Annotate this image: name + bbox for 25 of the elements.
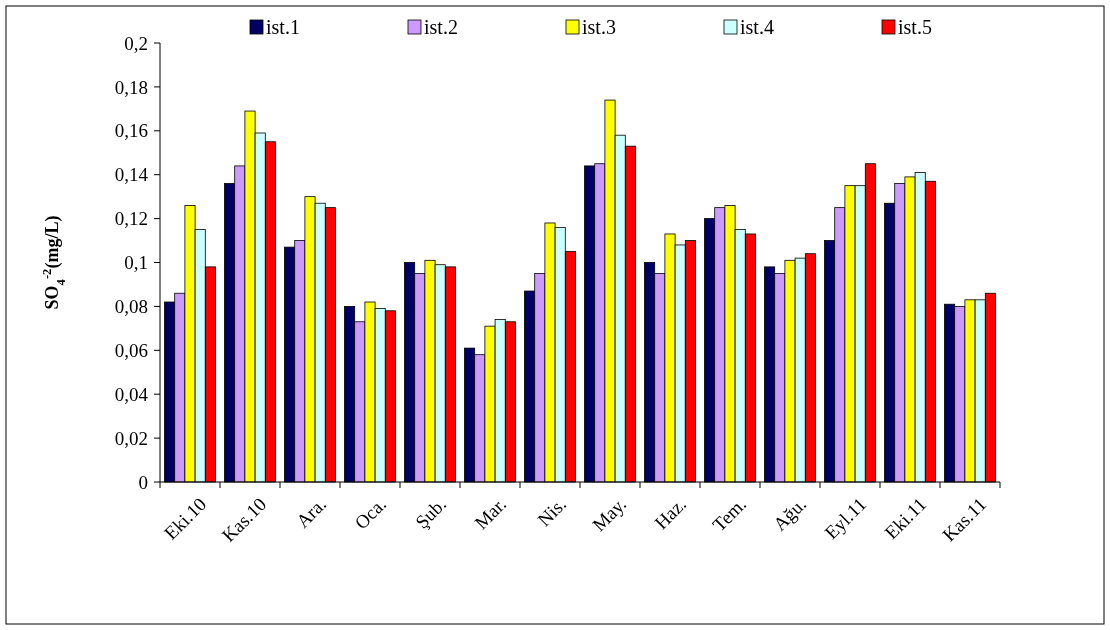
legend-label: ist.2 bbox=[424, 16, 458, 38]
x-tick-label: Tem. bbox=[708, 493, 751, 536]
x-tick-label: Nis. bbox=[533, 493, 571, 531]
y-tick-label: 0,08 bbox=[114, 296, 148, 318]
x-tick-label: May. bbox=[588, 493, 631, 536]
y-tick-label: 0,1 bbox=[124, 252, 148, 274]
y-tick-label: 0,06 bbox=[114, 339, 148, 361]
y-tick-label: 0,18 bbox=[114, 76, 148, 98]
y-tick-label: 0,16 bbox=[114, 120, 148, 142]
y-tick-label: 0,2 bbox=[124, 32, 148, 54]
x-tick-label: Haz. bbox=[650, 493, 691, 534]
x-tick-label: Oca. bbox=[350, 493, 391, 534]
x-tick-label: Ağu. bbox=[768, 493, 811, 535]
y-tick-label: 0,04 bbox=[114, 383, 149, 405]
x-tick-label: Mar. bbox=[470, 493, 511, 534]
y-tick-label: 0,02 bbox=[114, 427, 148, 449]
x-tick-label: Ara. bbox=[291, 493, 331, 532]
y-tick-label: 0 bbox=[138, 471, 148, 493]
y-tick-label: 0,14 bbox=[114, 164, 149, 186]
legend-label: ist.4 bbox=[740, 16, 774, 38]
legend-label: ist.1 bbox=[266, 16, 300, 38]
legend-label: ist.3 bbox=[582, 16, 616, 38]
x-tick-label: Şub. bbox=[411, 493, 451, 533]
y-tick-label: 0,12 bbox=[114, 208, 148, 230]
legend-label: ist.5 bbox=[898, 16, 932, 38]
